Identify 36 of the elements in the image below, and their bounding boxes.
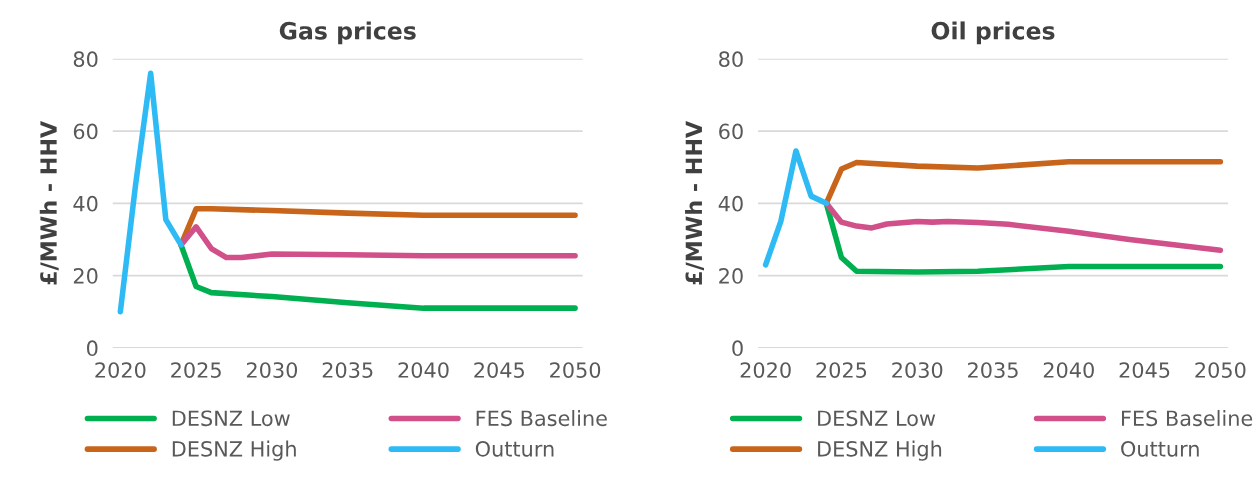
legend-label: DESNZ Low	[818, 410, 936, 427]
y-tick-label: 80	[73, 51, 98, 68]
legend-label: Outturn	[1121, 440, 1199, 457]
x-tick-label: 2045	[1119, 362, 1170, 378]
legend-label: FES Baseline	[1121, 410, 1253, 427]
x-tick-label: 2025	[171, 362, 221, 378]
x-tick-label: 2050	[1195, 362, 1246, 378]
x-tick-label: 2020	[740, 362, 791, 378]
y-tick-label: 0	[87, 340, 98, 357]
x-tick-label: 2045	[474, 362, 524, 378]
x-tick-label: 2025	[816, 362, 867, 378]
legend-label: FES Baseline	[476, 410, 607, 427]
y-tick-label: 20	[73, 268, 98, 284]
x-tick-label: 2035	[968, 362, 1018, 378]
chart-title: Oil prices	[931, 21, 1055, 45]
x-tick-label: 2040	[398, 362, 449, 378]
x-tick-label: 2030	[892, 362, 943, 378]
legend-label: DESNZ Low	[172, 410, 290, 427]
x-tick-label: 2030	[246, 362, 298, 378]
y-axis-title: £/MWh - HHV	[685, 120, 704, 285]
x-tick-label: 2050	[550, 362, 601, 378]
legend-label: DESNZ High	[818, 440, 942, 461]
y-tick-label: 60	[719, 123, 743, 140]
x-tick-label: 2040	[1043, 362, 1094, 378]
chart-title: Gas prices	[279, 21, 416, 45]
y-tick-label: 40	[718, 195, 743, 212]
y-tick-label: 60	[73, 123, 98, 140]
y-tick-label: 80	[719, 51, 743, 68]
y-axis-title: £/MWh - HHV	[39, 120, 59, 285]
y-tick-label: 20	[719, 268, 743, 284]
legend-label: Outturn	[475, 440, 554, 457]
legend-label: DESNZ High	[172, 440, 296, 461]
x-tick-label: 2020	[95, 362, 146, 378]
y-tick-label: 0	[732, 340, 743, 357]
y-tick-label: 40	[73, 195, 98, 212]
x-tick-label: 2035	[322, 362, 373, 378]
